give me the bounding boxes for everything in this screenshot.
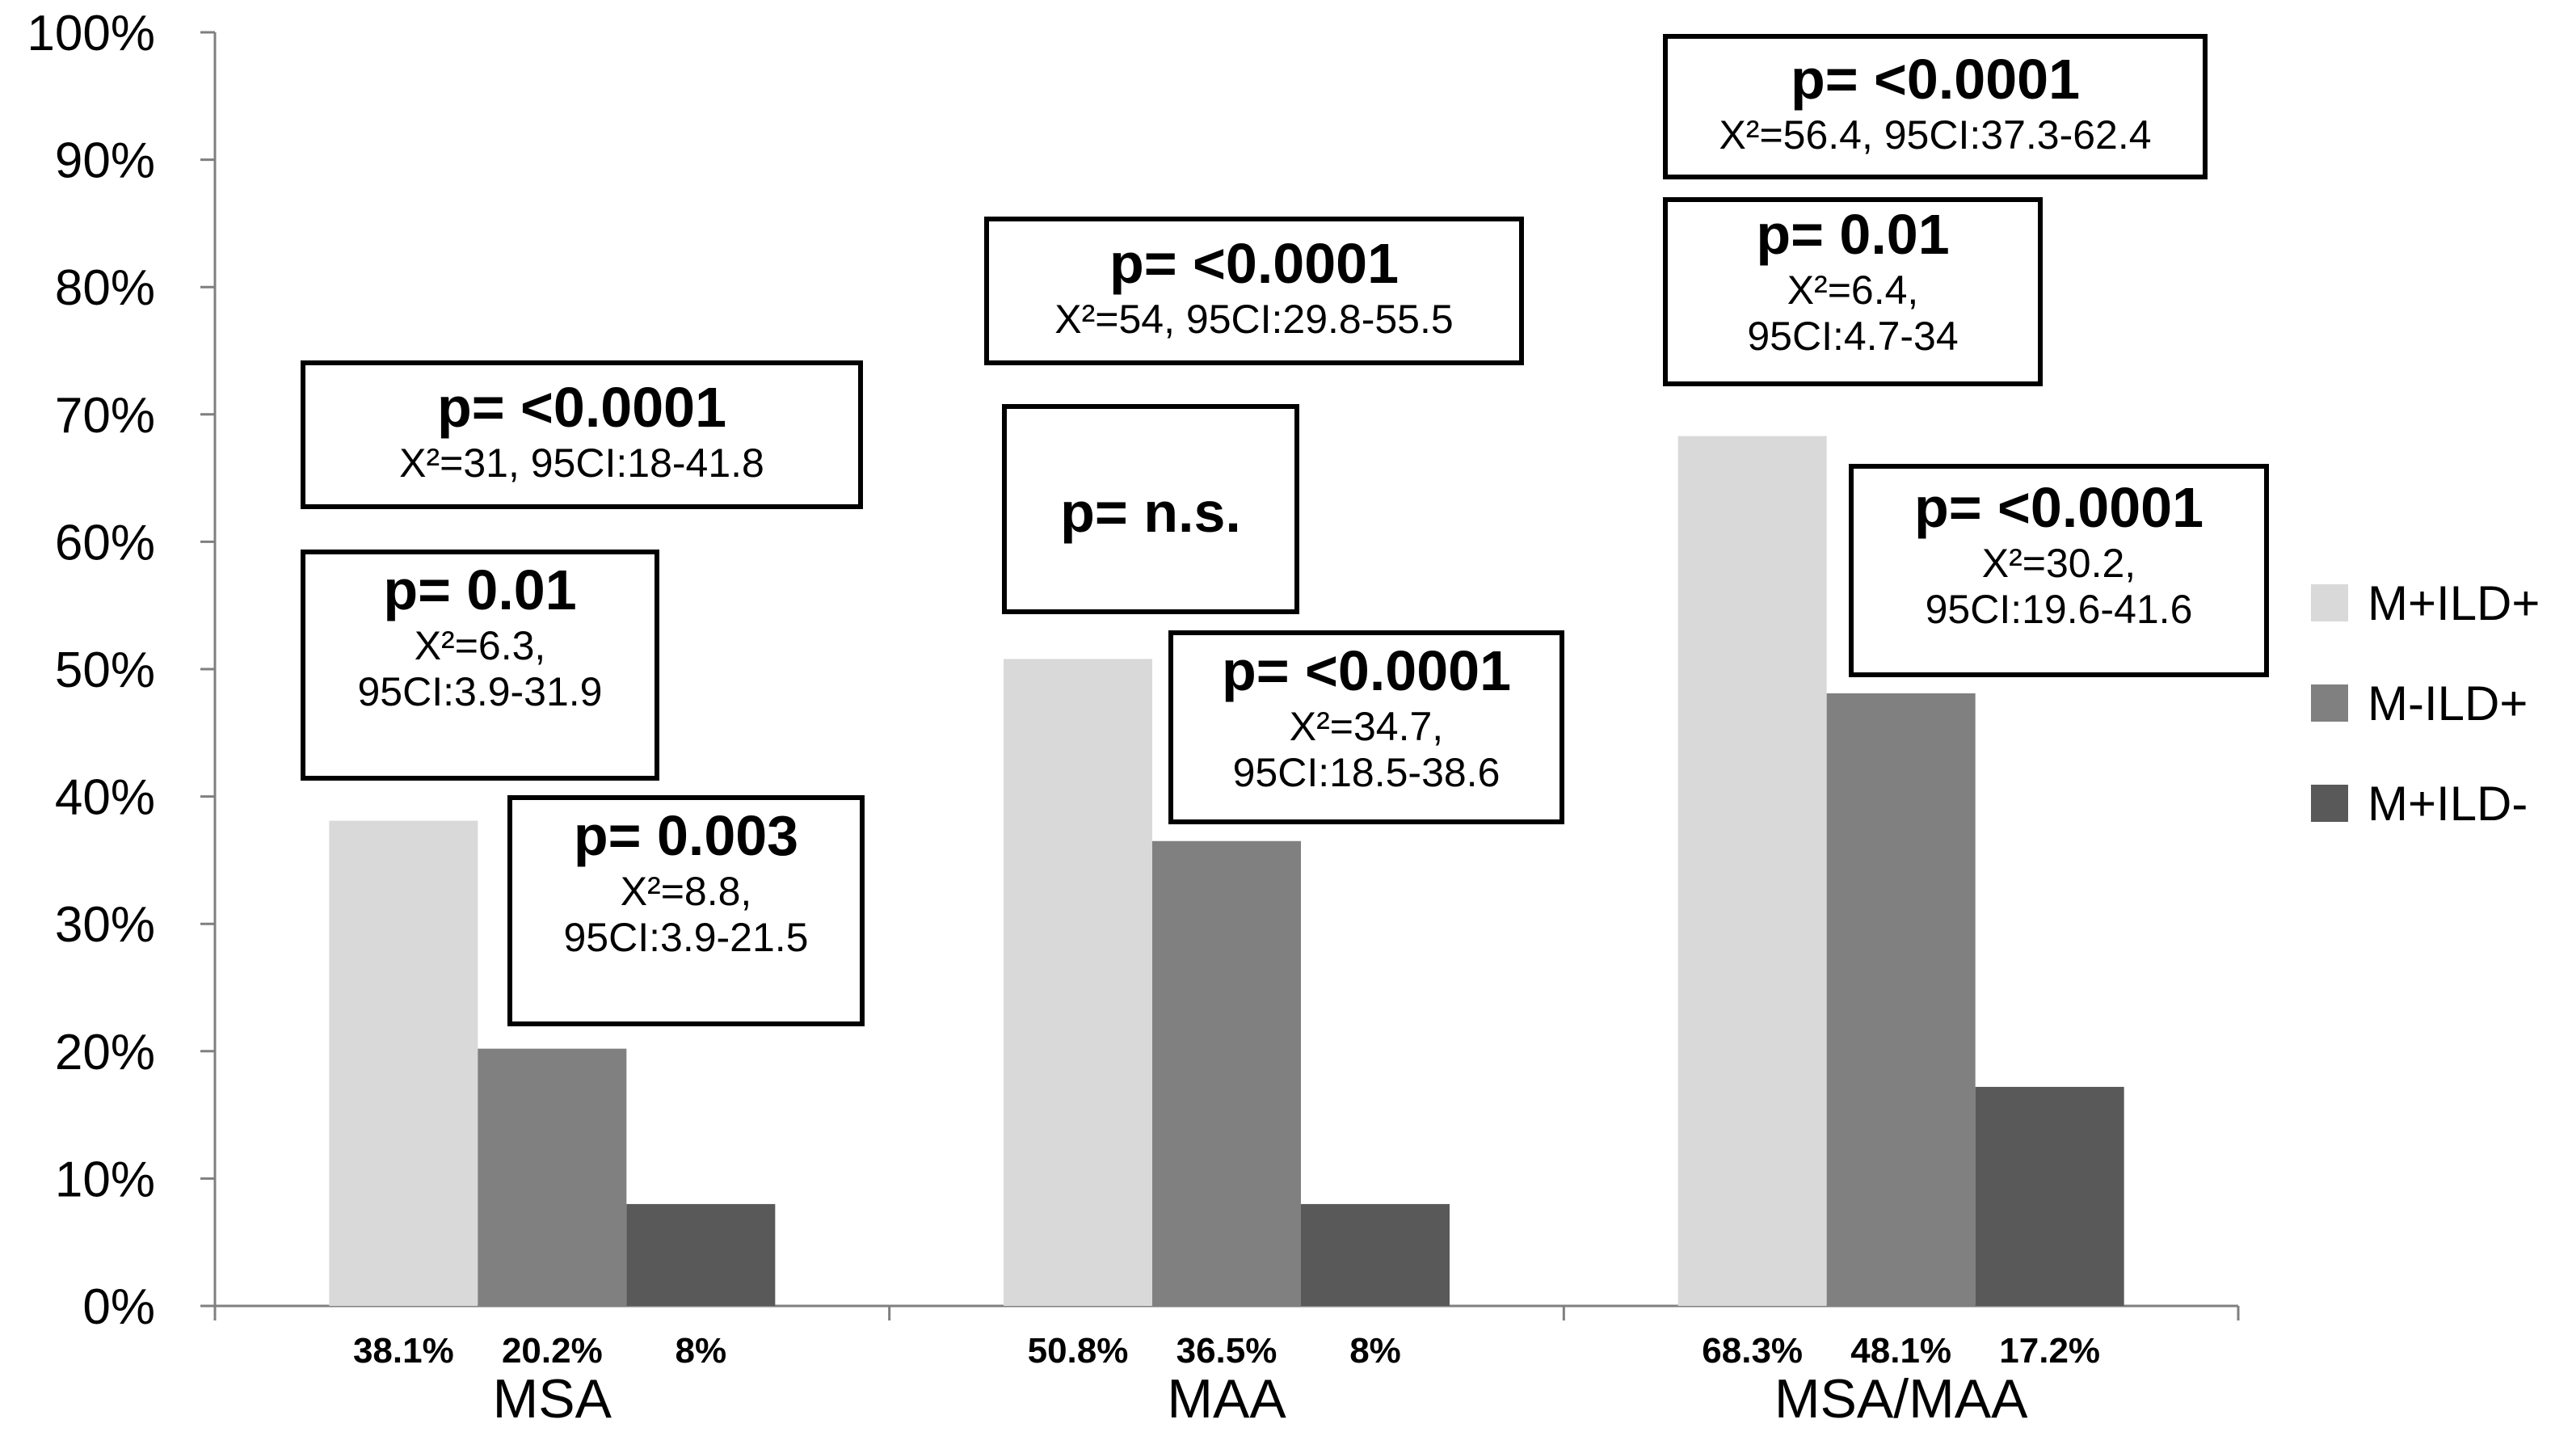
y-tick-label: 40% <box>55 770 155 826</box>
annotation-stat: X²=30.2, <box>1981 540 2136 586</box>
y-tick-label: 30% <box>55 897 155 953</box>
bar <box>1677 436 1827 1306</box>
legend: M+ILD+ M-ILD+ M+ILD- <box>2311 575 2540 878</box>
bar-value-label: 68.3% <box>1702 1331 1803 1371</box>
y-tick-label: 80% <box>55 260 155 316</box>
legend-item: M+ILD+ <box>2311 575 2540 630</box>
annotation-msamaa-overall: p= <0.0001 X²=56.4, 95CI:37.3-62.4 <box>1663 34 2208 179</box>
y-tick-label: 10% <box>55 1152 155 1207</box>
annotation-p-value: p= <0.0001 <box>1109 232 1400 295</box>
bar-value-label: 20.2% <box>502 1331 603 1371</box>
bar-value-label: 50.8% <box>1028 1331 1129 1371</box>
bar-value-label: 38.1% <box>353 1331 454 1371</box>
annotation-p-value: p= n.s. <box>1060 481 1241 544</box>
bar-value-label: 36.5% <box>1176 1331 1277 1371</box>
annotation-p-value: p= 0.003 <box>573 804 799 867</box>
legend-swatch-m-plus-ild-minus <box>2311 785 2348 822</box>
bar <box>329 820 478 1306</box>
annotation-stat: X²=31, 95CI:18-41.8 <box>399 440 764 486</box>
y-tick-label: 90% <box>55 133 155 189</box>
annotation-maa-m-ild: p= n.s. <box>1002 404 1299 614</box>
y-tick-label: 20% <box>55 1025 155 1080</box>
x-category-label: MSA <box>493 1368 612 1430</box>
y-tick-label: 50% <box>55 642 155 698</box>
legend-item: M-ILD+ <box>2311 676 2540 731</box>
annotation-stat: X²=56.4, 95CI:37.3-62.4 <box>1719 112 2152 158</box>
y-tick-label: 70% <box>55 388 155 444</box>
legend-swatch-m-minus-ild-plus <box>2311 684 2348 722</box>
x-category-label: MSA/MAA <box>1774 1368 2028 1430</box>
annotation-ci: 95CI:4.7-34 <box>1747 314 1959 359</box>
legend-label: M+ILD+ <box>2368 575 2540 630</box>
bar-value-label: 8% <box>1349 1331 1401 1371</box>
bar <box>1152 840 1301 1306</box>
annotation-ci: 95CI:19.6-41.6 <box>1925 587 2193 632</box>
bar <box>478 1048 627 1306</box>
annotation-ci: 95CI:18.5-38.6 <box>1232 750 1501 795</box>
annotation-p-value: p= 0.01 <box>1756 203 1950 266</box>
bar <box>626 1203 776 1306</box>
bar <box>1975 1086 2124 1306</box>
bar-value-label: 48.1% <box>1850 1331 1951 1371</box>
annotation-ci: 95CI:3.9-31.9 <box>357 669 603 714</box>
annotation-p-value: p= <0.0001 <box>1221 639 1512 702</box>
annotation-msamaa-m-ild: p= 0.01 X²=6.4, 95CI:4.7-34 <box>1663 197 2043 386</box>
bar-value-label: 17.2% <box>1999 1331 2100 1371</box>
annotation-msa-m-ild: p= 0.01 X²=6.3, 95CI:3.9-31.9 <box>301 550 659 781</box>
y-tick-label: 0% <box>82 1279 155 1335</box>
y-tick-label: 60% <box>55 515 155 571</box>
bar <box>1826 693 1976 1306</box>
bar-value-label: 8% <box>676 1331 727 1371</box>
annotation-maa-overall: p= <0.0001 X²=54, 95CI:29.8-55.5 <box>984 217 1524 365</box>
annotation-stat: X²=8.8, <box>620 868 752 914</box>
annotation-msa-mild-minus: p= 0.003 X²=8.8, 95CI:3.9-21.5 <box>507 795 865 1026</box>
annotation-stat: X²=34.7, <box>1289 703 1444 749</box>
x-category-label: MAA <box>1167 1368 1286 1430</box>
legend-item: M+ILD- <box>2311 777 2540 831</box>
annotation-stat: X²=6.4, <box>1787 267 1919 313</box>
annotation-p-value: p= 0.01 <box>383 558 577 621</box>
legend-swatch-m-plus-ild-plus <box>2311 584 2348 621</box>
annotation-p-value: p= <0.0001 <box>436 376 727 439</box>
bar <box>1004 659 1152 1306</box>
annotation-ci: 95CI:3.9-21.5 <box>563 915 809 960</box>
annotation-maa-mild-minus: p= <0.0001 X²=34.7, 95CI:18.5-38.6 <box>1168 630 1564 824</box>
bar <box>1301 1203 1450 1306</box>
legend-label: M+ILD- <box>2368 776 2528 831</box>
annotation-p-value: p= <0.0001 <box>1790 48 2081 111</box>
y-tick-label: 100% <box>27 6 155 61</box>
annotation-stat: X²=54, 95CI:29.8-55.5 <box>1054 296 1454 342</box>
annotation-msa-overall: p= <0.0001 X²=31, 95CI:18-41.8 <box>301 360 863 509</box>
legend-label: M-ILD+ <box>2368 676 2528 731</box>
annotation-msamaa-mild-minus: p= <0.0001 X²=30.2, 95CI:19.6-41.6 <box>1849 464 2269 677</box>
annotation-p-value: p= <0.0001 <box>1913 476 2204 539</box>
annotation-stat: X²=6.3, <box>414 622 546 668</box>
